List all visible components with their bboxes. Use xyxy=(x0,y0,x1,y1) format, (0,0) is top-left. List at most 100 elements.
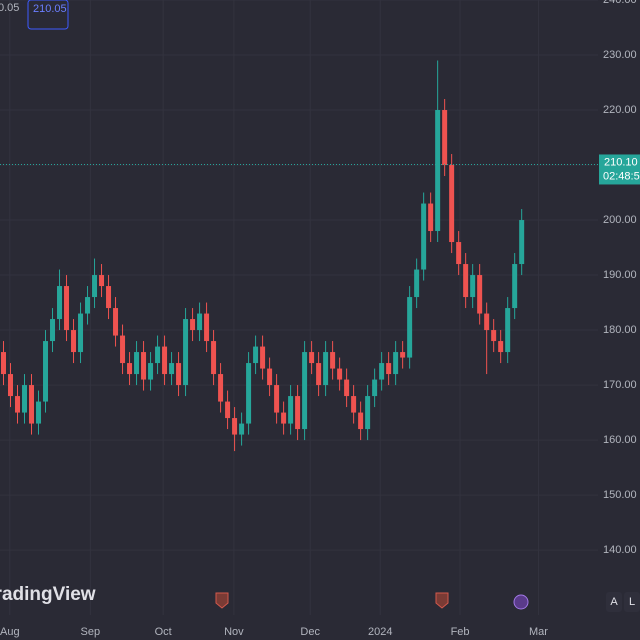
candle-body xyxy=(106,286,112,309)
x-tick-label: Dec xyxy=(300,626,320,638)
y-tick-label: 150.00 xyxy=(603,489,637,501)
candle-body xyxy=(260,346,266,369)
candle-body xyxy=(435,110,441,232)
candle-body xyxy=(246,363,252,424)
candle-body xyxy=(225,401,231,419)
candle-body xyxy=(127,363,133,375)
candle-body xyxy=(71,330,77,353)
y-tick-label: 230.00 xyxy=(603,49,637,61)
x-tick-label: Aug xyxy=(0,626,20,638)
candle-body xyxy=(442,110,448,166)
candle-body xyxy=(99,275,105,287)
candle-body xyxy=(274,385,280,413)
candle-body xyxy=(22,385,28,413)
x-tick-label: Nov xyxy=(224,626,244,638)
candle-body xyxy=(50,319,56,342)
x-tick-label: 2024 xyxy=(368,626,392,638)
x-tick-label: Mar xyxy=(529,626,548,638)
y-tick-label: 200.00 xyxy=(603,214,637,226)
candle-body xyxy=(134,352,140,375)
candle-body xyxy=(512,264,518,309)
candle-body xyxy=(491,330,497,342)
candle-body xyxy=(288,396,294,424)
candle-body xyxy=(351,396,357,413)
candle-body xyxy=(162,346,168,375)
candle-body xyxy=(463,264,469,298)
candle-body xyxy=(197,313,203,331)
candle-body xyxy=(78,313,84,353)
candle-body xyxy=(484,313,490,331)
candle-body xyxy=(470,275,476,298)
candle-body xyxy=(281,412,287,424)
y-tick-label: 240.00 xyxy=(603,0,637,6)
candle-body xyxy=(414,269,420,298)
candle-body xyxy=(456,242,462,265)
candle-body xyxy=(141,352,147,380)
candle-body xyxy=(113,308,119,336)
candle-body xyxy=(176,363,182,386)
candle-body xyxy=(323,352,329,386)
candle-body xyxy=(183,319,189,386)
y-tick-label: 190.00 xyxy=(603,269,637,281)
candle-body xyxy=(218,374,224,402)
candle-body xyxy=(155,346,161,364)
candle-body xyxy=(190,319,196,331)
candle-body xyxy=(449,165,455,243)
candle-body xyxy=(85,297,91,314)
candle-body xyxy=(498,341,504,353)
candle-body xyxy=(43,341,49,402)
candle-body xyxy=(519,220,525,265)
y-tick-label: 180.00 xyxy=(603,324,637,336)
logo: TradingView xyxy=(0,584,96,605)
event-markers xyxy=(215,592,529,610)
button[interactable] xyxy=(624,592,640,612)
candle-body xyxy=(169,363,175,375)
button-label[interactable]: L xyxy=(629,596,635,608)
y-tick-label: 160.00 xyxy=(603,434,637,446)
button[interactable] xyxy=(606,592,622,612)
candle-body xyxy=(239,423,245,435)
candle-body xyxy=(428,203,434,232)
candle-body xyxy=(407,297,413,358)
candle-body xyxy=(372,379,378,397)
candle-body xyxy=(295,396,301,430)
candle-body xyxy=(337,368,343,380)
y-tick-label: 170.00 xyxy=(603,379,637,391)
candle-body xyxy=(15,396,21,413)
candle-body xyxy=(36,401,42,424)
candle-body xyxy=(421,203,427,270)
boxed-value: 210.05 xyxy=(33,3,67,15)
candle-body xyxy=(386,363,392,375)
candle-body xyxy=(344,379,350,397)
candle-body xyxy=(232,418,238,435)
candle-body xyxy=(211,341,217,375)
candle-body xyxy=(253,346,259,364)
candle-body xyxy=(358,412,364,430)
y-tick-label: 220.00 xyxy=(603,104,637,116)
candle-body xyxy=(316,363,322,386)
candle-body xyxy=(29,385,35,424)
candle-body xyxy=(204,313,210,342)
candle-body xyxy=(330,352,336,369)
last-price-label: 210.10 xyxy=(604,156,638,168)
candle-body xyxy=(393,352,399,375)
candle-body xyxy=(148,363,154,380)
candle-body xyxy=(379,363,385,380)
value-box xyxy=(27,0,69,30)
y-tick-label: 140.00 xyxy=(603,544,637,556)
plot xyxy=(0,60,598,452)
candle-body xyxy=(8,374,14,397)
candle-body xyxy=(302,352,308,430)
x-tick-label: Feb xyxy=(451,626,470,638)
candle-body xyxy=(92,275,98,298)
candle-body xyxy=(365,396,371,430)
ohlc-value: 0.05 xyxy=(0,2,19,14)
candle-body xyxy=(1,352,7,375)
button-label[interactable]: A xyxy=(610,596,618,608)
last-price-box xyxy=(599,154,640,185)
candle-body xyxy=(309,352,315,364)
candle-body xyxy=(64,286,70,331)
candle-body xyxy=(505,308,511,353)
